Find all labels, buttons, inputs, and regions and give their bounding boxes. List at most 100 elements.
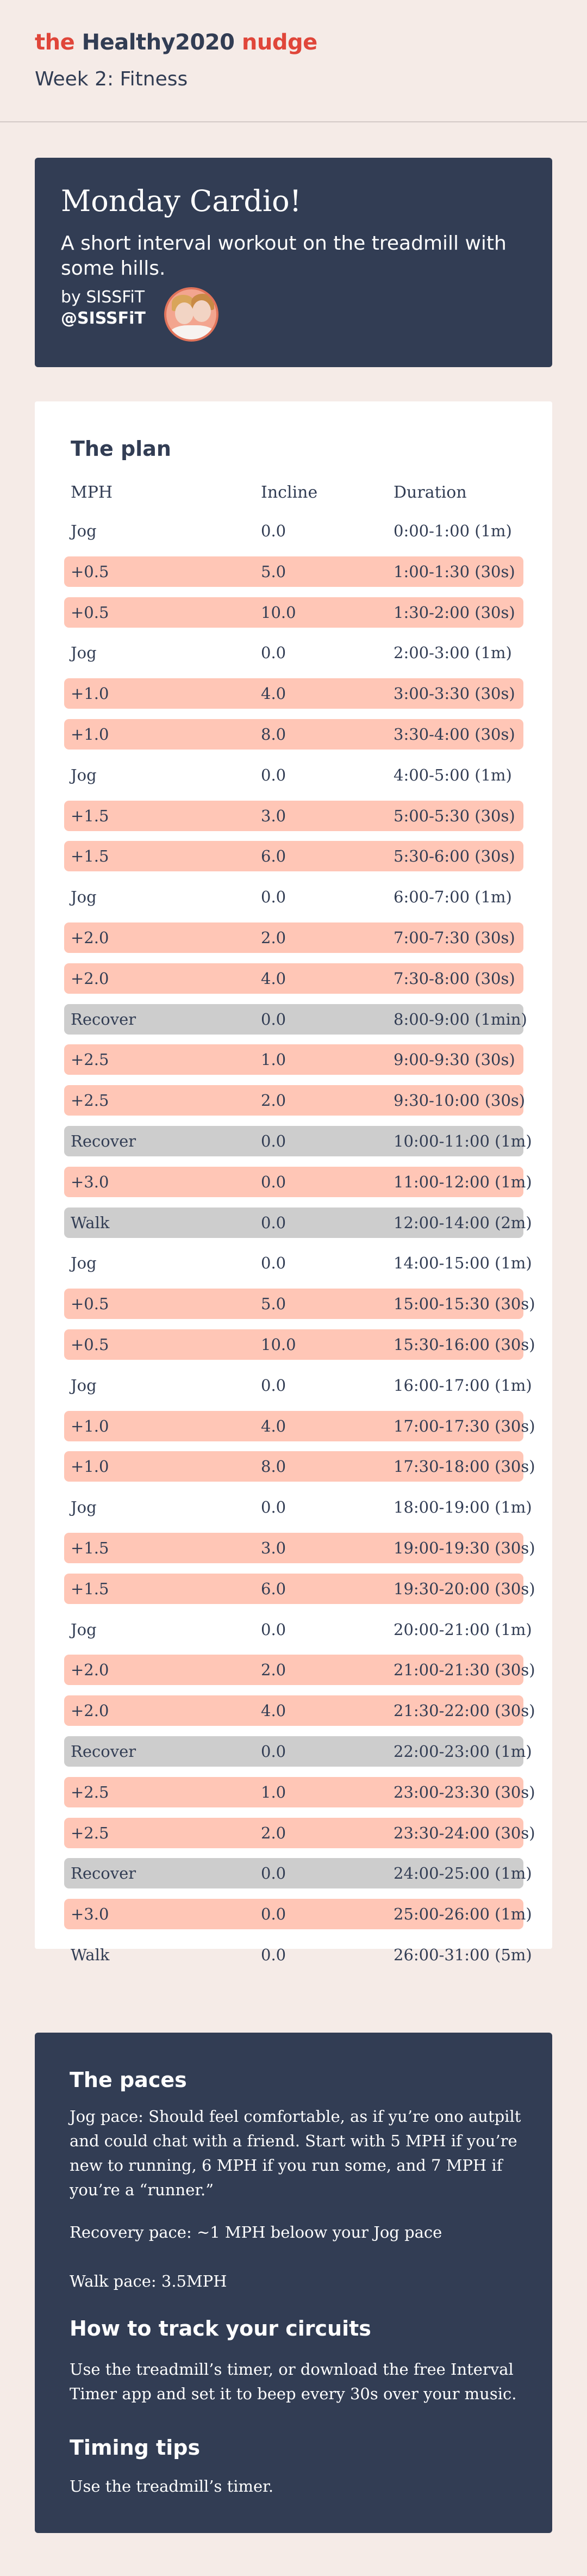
avatar-face-right xyxy=(192,300,211,322)
table-row: +1.0 8.0 3:30-4:00 (30s) xyxy=(64,719,523,750)
timing-text: Use the treadmill’s timer. xyxy=(70,2477,274,2496)
cell-duration: 25:00-26:00 (1m) xyxy=(394,1905,532,1924)
table-row: +1.0 4.0 17:00-17:30 (30s) xyxy=(64,1410,535,1441)
author-byline: by SISSFiT xyxy=(61,288,145,307)
hero-subtitle: A short interval workout on the treadmil… xyxy=(61,232,507,280)
page-header: the Healthy2020 nudge Week 2: Fitness xyxy=(0,0,587,122)
cell-duration: 17:00-17:30 (30s) xyxy=(394,1416,535,1435)
table-row: +1.0 8.0 17:30-18:00 (30s) xyxy=(64,1451,535,1482)
table-row: Jog 0.0 18:00-19:00 (1m) xyxy=(64,1492,532,1522)
cell-incline: 5.0 xyxy=(261,562,286,581)
cell-incline: 10.0 xyxy=(261,603,296,622)
walk-pace-text: Walk pace: 3.5MPH xyxy=(70,2272,227,2290)
table-row: +2.0 4.0 7:30-8:00 (30s) xyxy=(64,963,523,994)
table-row: +3.0 0.0 11:00-12:00 (1m) xyxy=(64,1166,532,1197)
hero-title: Monday Cardio! xyxy=(61,184,302,218)
table-row: +1.5 3.0 5:00-5:30 (30s) xyxy=(64,800,523,831)
cell-duration: 24:00-25:00 (1m) xyxy=(394,1864,532,1883)
cell-incline: 0.0 xyxy=(261,1620,286,1639)
cell-duration: 21:00-21:30 (30s) xyxy=(394,1661,535,1680)
table-row: +3.0 0.0 25:00-26:00 (1m) xyxy=(64,1899,532,1930)
cell-duration: 26:00-31:00 (5m) xyxy=(394,1945,532,1964)
cell-mph: +1.5 xyxy=(71,806,109,825)
avatar-face-left xyxy=(175,302,193,324)
author-handle-link[interactable]: @SISSFiT xyxy=(61,309,146,328)
table-row: +2.0 2.0 7:00-7:30 (30s) xyxy=(64,922,523,953)
cell-incline: 2.0 xyxy=(261,1823,286,1842)
cell-incline: 0.0 xyxy=(261,888,286,907)
cell-incline: 6.0 xyxy=(261,1579,286,1598)
cell-duration: 23:00-23:30 (30s) xyxy=(394,1782,535,1801)
tips-card: The paces Jog pace: Should feel comforta… xyxy=(35,2033,552,2533)
cell-duration: 17:30-18:00 (30s) xyxy=(394,1457,535,1476)
table-row: +1.5 6.0 5:30-6:00 (30s) xyxy=(64,841,523,872)
cell-mph: +1.5 xyxy=(71,1579,109,1598)
cell-mph: Recover xyxy=(71,1010,136,1029)
cell-incline: 1.0 xyxy=(261,1050,286,1069)
cell-duration: 10:00-11:00 (1m) xyxy=(394,1131,532,1150)
cell-incline: 10.0 xyxy=(261,1335,296,1354)
hero-card: Monday Cardio! A short interval workout … xyxy=(35,158,552,367)
cell-incline: 4.0 xyxy=(261,969,286,988)
cell-duration: 9:30-10:00 (30s) xyxy=(394,1091,526,1110)
plan-table: Jog 0.0 0:00-1:00 (1m) +0.5 5.0 1:00-1:30 (30… xyxy=(64,516,535,1980)
cell-mph: +1.0 xyxy=(71,684,109,703)
issue-title: Week 2: Fitness xyxy=(35,68,188,90)
cell-duration: 2:00-3:00 (1m) xyxy=(394,643,512,662)
brand-logo[interactable]: the Healthy2020 nudge xyxy=(35,30,317,55)
cell-incline: 3.0 xyxy=(261,1538,286,1557)
cell-duration: 0:00-1:00 (1m) xyxy=(394,522,512,540)
cell-mph: Jog xyxy=(71,1620,97,1639)
table-row: +2.5 2.0 23:30-24:00 (30s) xyxy=(64,1817,535,1848)
cell-duration: 6:00-7:00 (1m) xyxy=(394,888,512,907)
cell-incline: 6.0 xyxy=(261,847,286,866)
cell-incline: 2.0 xyxy=(261,928,286,947)
cell-duration: 7:30-8:00 (30s) xyxy=(394,969,515,988)
cell-mph: +1.5 xyxy=(71,1538,109,1557)
cell-incline: 0.0 xyxy=(261,1131,286,1150)
cell-incline: 0.0 xyxy=(261,1498,286,1517)
cell-duration: 9:00-9:30 (30s) xyxy=(394,1050,515,1069)
cell-mph: +0.5 xyxy=(71,603,109,622)
cell-duration: 15:00-15:30 (30s) xyxy=(394,1295,535,1314)
table-row: Jog 0.0 16:00-17:00 (1m) xyxy=(64,1370,532,1401)
cell-mph: +3.0 xyxy=(71,1172,109,1191)
cell-mph: +2.5 xyxy=(71,1091,109,1110)
cell-duration: 1:30-2:00 (30s) xyxy=(394,603,515,622)
paces-title: The paces xyxy=(70,2068,187,2092)
cell-mph: +1.0 xyxy=(71,1457,109,1476)
column-header-mph: MPH xyxy=(71,483,113,502)
table-row: Recover 0.0 10:00-11:00 (1m) xyxy=(64,1125,532,1156)
table-row: Jog 0.0 6:00-7:00 (1m) xyxy=(64,882,523,912)
cell-duration: 3:00-3:30 (30s) xyxy=(394,684,515,703)
cell-incline: 8.0 xyxy=(261,725,286,744)
author-avatar[interactable] xyxy=(164,287,218,342)
cell-incline: 4.0 xyxy=(261,1701,286,1720)
brand-nudge: nudge xyxy=(241,30,317,55)
cell-mph: Jog xyxy=(71,1254,97,1273)
table-row: Recover 0.0 8:00-9:00 (1min) xyxy=(64,1004,527,1035)
cell-duration: 22:00-23:00 (1m) xyxy=(394,1742,532,1761)
cell-duration: 7:00-7:30 (30s) xyxy=(394,928,515,947)
table-row: +2.5 1.0 23:00-23:30 (30s) xyxy=(64,1776,535,1807)
cell-mph: +2.5 xyxy=(71,1050,109,1069)
cell-duration: 19:30-20:00 (30s) xyxy=(394,1579,535,1598)
jog-pace-text: Jog pace: Should feel comfortable, as if… xyxy=(70,2107,521,2199)
avatar-body xyxy=(170,325,215,339)
table-row: +1.0 4.0 3:00-3:30 (30s) xyxy=(64,678,523,709)
cell-duration: 3:30-4:00 (30s) xyxy=(394,725,515,744)
cell-mph: +2.0 xyxy=(71,928,109,947)
cell-mph: +1.0 xyxy=(71,725,109,744)
cell-mph: Recover xyxy=(71,1864,136,1883)
table-row: Recover 0.0 22:00-23:00 (1m) xyxy=(64,1736,532,1767)
cell-mph: +3.0 xyxy=(71,1905,109,1924)
table-row: +0.5 10.0 1:30-2:00 (30s) xyxy=(64,597,523,628)
table-row: Jog 0.0 0:00-1:00 (1m) xyxy=(64,516,523,546)
cell-incline: 0.0 xyxy=(261,1172,286,1191)
cell-incline: 0.0 xyxy=(261,1945,286,1964)
cell-mph: Recover xyxy=(71,1131,136,1150)
cell-incline: 0.0 xyxy=(261,1864,286,1883)
cell-duration: 16:00-17:00 (1m) xyxy=(394,1376,532,1395)
cell-duration: 15:30-16:00 (30s) xyxy=(394,1335,535,1354)
cell-incline: 1.0 xyxy=(261,1782,286,1801)
